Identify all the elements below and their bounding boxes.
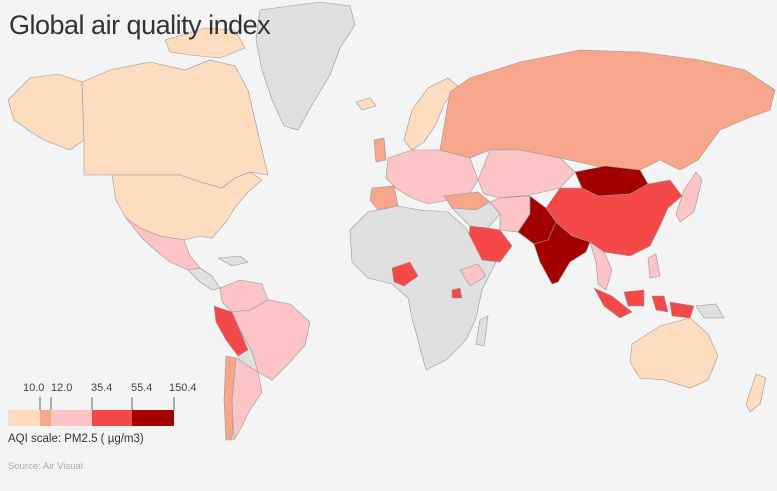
legend-bin: [92, 410, 132, 426]
country-kazakhstan[interactable]: [477, 149, 576, 199]
country-ethiopia[interactable]: [459, 263, 487, 287]
philippines: [647, 253, 661, 279]
country-argentina[interactable]: [231, 357, 263, 442]
legend-tick-label: 35.4: [91, 382, 113, 394]
iberia: [369, 185, 399, 211]
country-canada[interactable]: [81, 59, 269, 189]
legend-tick-label: 10.0: [23, 382, 45, 394]
southeast-asia: [589, 241, 613, 291]
canada-arctic-islands: [164, 27, 246, 59]
source-note: Source: Air Visual: [8, 461, 83, 472]
country-australia[interactable]: [629, 317, 719, 389]
caribbean: [217, 255, 249, 267]
aqi-legend: 10.0 12.0 35.4 55.4 150.4: [8, 382, 208, 432]
papua-new-guinea: [695, 303, 725, 319]
country-uk[interactable]: [373, 137, 387, 163]
greenland: [255, 1, 356, 131]
legend-bin: [51, 410, 92, 426]
central-america: [187, 267, 221, 291]
country-brazil[interactable]: [231, 299, 311, 381]
legend-bin: [40, 410, 51, 426]
legend-scale-label: AQI scale: PM2.5 ( µg/m3): [8, 433, 144, 445]
madagascar: [475, 315, 489, 347]
country-india[interactable]: [533, 221, 591, 285]
country-nigeria[interactable]: [391, 261, 419, 287]
country-uganda[interactable]: [451, 287, 463, 299]
iceland: [355, 97, 377, 111]
country-indonesia[interactable]: [593, 287, 695, 319]
legend-bin: [8, 410, 40, 426]
legend-tick-label: 150.4: [169, 382, 197, 394]
country-alaska[interactable]: [7, 73, 85, 151]
legend-bin: [132, 410, 174, 426]
legend-color-scale: [8, 397, 175, 426]
legend-tick-label: 55.4: [131, 382, 153, 394]
new-zealand: [745, 373, 767, 413]
map-title: Global air quality index: [9, 10, 271, 40]
africa: [349, 205, 497, 371]
legend-tick-label: 12.0: [51, 382, 73, 394]
country-united-states[interactable]: [111, 171, 263, 241]
japan: [675, 171, 703, 223]
